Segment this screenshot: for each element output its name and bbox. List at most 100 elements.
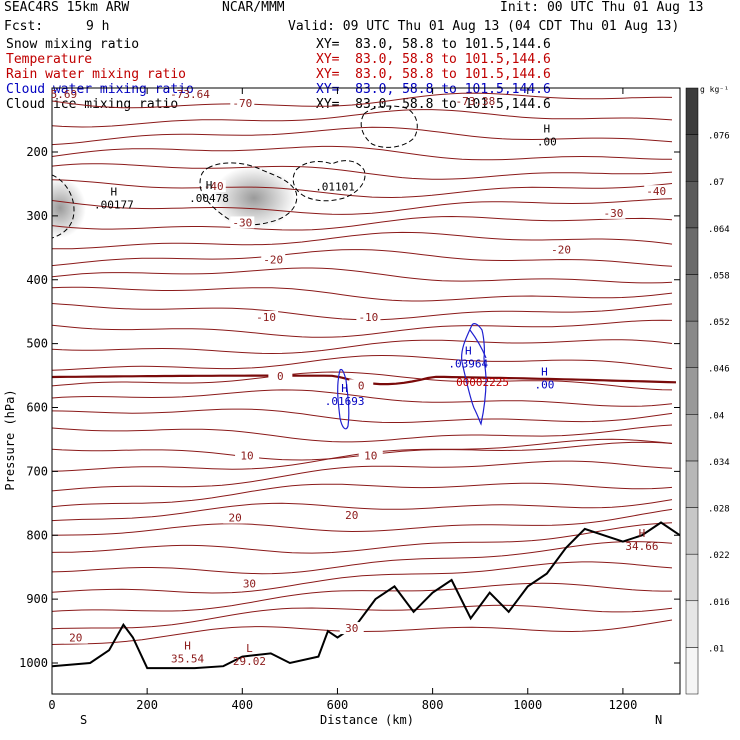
isotherm-line <box>52 179 673 199</box>
extremum-mark: H <box>465 344 472 357</box>
extremum-mark: H <box>184 639 191 652</box>
plot-border <box>51 87 681 695</box>
isotherm-line <box>52 145 673 161</box>
temperature-contour-label: -40 <box>646 185 666 198</box>
colorbar-unit: g kg⁻¹ <box>700 85 729 94</box>
extremum-value: .00 <box>534 378 554 391</box>
extremum-mark: H <box>341 382 348 395</box>
contour-label-bg <box>358 449 383 462</box>
isotherm-line <box>52 92 673 109</box>
isotherm-line <box>52 286 673 302</box>
isotherm-line <box>52 582 672 612</box>
isotherm-line <box>52 424 673 443</box>
temperature-contour-label: 30 <box>345 622 358 635</box>
isotherm-line <box>52 408 673 423</box>
contour-label-bg <box>230 97 255 110</box>
colorbar-swatch <box>685 367 699 415</box>
y-tick-label: 1000 <box>19 656 48 670</box>
colorbar-swatch <box>685 87 699 135</box>
extremum-value: 29.02 <box>233 655 266 668</box>
colorbar-swatch <box>685 460 699 508</box>
extremum-value: 00002225 <box>456 376 509 389</box>
field-name-temperature: Temperature <box>6 52 93 67</box>
isotherm-line <box>52 267 673 284</box>
y-tick-label: 200 <box>26 145 48 159</box>
x-tick-label: 0 <box>48 698 55 712</box>
temperature-contour-label: 0 <box>277 370 284 383</box>
isotherm-line <box>52 163 673 180</box>
isotherm-line <box>52 482 673 508</box>
temperature-contour-label: -10 <box>358 311 378 324</box>
colorbar-swatch <box>685 274 699 322</box>
extremum-value: -73.38 <box>456 95 496 108</box>
isotherm-line <box>52 249 673 267</box>
header-fcst-label: Fcst: <box>4 19 44 34</box>
extremum-mark: L <box>246 642 253 655</box>
temperature-contour-label: -40 <box>204 180 224 193</box>
isotherm-line <box>52 354 673 371</box>
contour-label-bg <box>549 243 574 256</box>
extremum-mark: H <box>543 123 550 136</box>
field-xy-temperature: XY= 83.0, 58.8 to 101.5,144.6 <box>316 52 551 67</box>
colorbar-swatch <box>685 553 699 602</box>
extremum-mark: H <box>206 179 213 192</box>
y-tick-label: 500 <box>26 337 48 351</box>
isotherm-line <box>52 460 673 492</box>
isotherm-line <box>52 198 673 215</box>
contour-label-bg <box>223 511 248 524</box>
colorbar-swatch <box>685 180 699 229</box>
isotherm-line <box>52 371 673 391</box>
colorbar-swatch <box>685 320 699 368</box>
contour-label-bg <box>601 206 626 219</box>
colorbar-tick-label: .07 <box>708 178 724 188</box>
contour-label-bg <box>261 253 286 266</box>
y-tick-label: 700 <box>26 464 48 478</box>
extremum-mark: H <box>111 185 118 198</box>
colorbar-swatch <box>685 414 699 462</box>
temperature-contour-label: 20 <box>69 632 82 645</box>
extremum-value: .00177 <box>94 198 134 211</box>
x-end-label-south: S <box>80 713 87 727</box>
cloud-water-contours <box>337 323 487 430</box>
header-init: Init: 00 UTC Thu 01 Aug 13 <box>500 0 704 15</box>
colorbar-tick-label: .01 <box>708 644 724 654</box>
header-model: SEAC4RS 15km ARW <box>4 0 130 15</box>
colorbar: .01 .016 .022 .028 .034 .04 .046 .052 .058 .064 .0… <box>685 87 730 695</box>
temperature-contour-label: -20 <box>263 254 283 267</box>
isotherm-line <box>52 126 673 146</box>
contour-label-bg <box>644 185 669 198</box>
extremum-mark: H <box>541 365 548 378</box>
extremum-value: .00478 <box>189 192 229 205</box>
shading-layer <box>52 166 296 238</box>
y-tick-label: 300 <box>26 209 48 223</box>
annotations: -70 -40 -30 -20 -40 -30 -20 -10 -10 0 0 10 10 20 20 30 3… <box>51 88 669 668</box>
extremum-value: .00 <box>537 136 557 149</box>
y-tick-label: 600 <box>26 401 48 415</box>
x-tick-label: 1000 <box>513 698 542 712</box>
extremum-value: .01693 <box>325 395 365 408</box>
field-xy-snow: XY= 83.0, 58.8 to 101.5,144.6 <box>316 37 551 52</box>
field-name-cloud-water: Cloud water mixing ratio <box>6 82 194 97</box>
y-tick-label: 800 <box>26 528 48 542</box>
temperature-contours <box>52 92 680 670</box>
colorbar-tick-label: .028 <box>708 505 730 515</box>
contour-label-bg <box>63 631 88 644</box>
colorbar-tick-label: .022 <box>708 551 730 561</box>
field-name-snow: Snow mixing ratio <box>6 37 140 52</box>
field-xy-rain: XY= 83.0, 58.8 to 101.5,144.6 <box>316 67 551 82</box>
x-tick-label: 1200 <box>608 698 637 712</box>
temperature-contour-label: 30 <box>243 577 256 590</box>
isotherm-line <box>52 522 673 554</box>
field-name-rain: Rain water mixing ratio <box>6 67 187 82</box>
colorbar-tick-label: .076 <box>708 132 730 142</box>
x-end-label-north: N <box>655 713 662 727</box>
temperature-contour-label: 10 <box>240 450 253 463</box>
header-center: NCAR/MMM <box>222 0 285 15</box>
isotherm-line <box>52 109 673 128</box>
isotherm-line <box>52 215 673 231</box>
colorbar-tick-label: .034 <box>708 458 730 468</box>
temperature-contour-label: -10 <box>256 311 276 324</box>
extremum-value: -73.64 <box>170 88 210 101</box>
colorbar-swatch <box>685 227 699 275</box>
snow-ratio-contours <box>52 105 418 239</box>
